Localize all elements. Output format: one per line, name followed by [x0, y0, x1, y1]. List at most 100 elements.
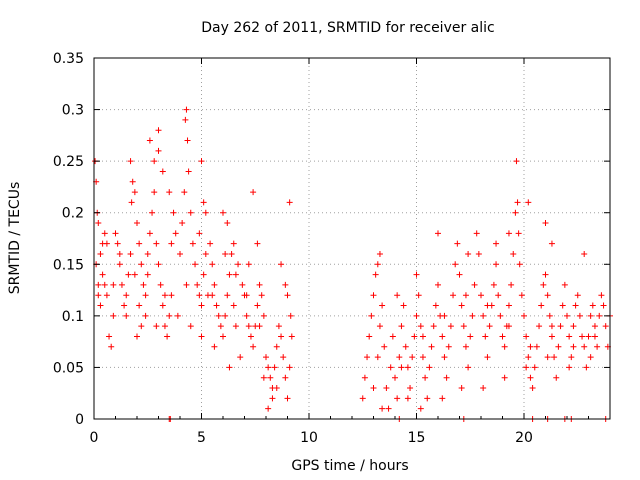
data-point	[136, 240, 143, 247]
data-point	[224, 220, 231, 227]
y-axis-label: SRMTID / TECUs	[7, 182, 23, 295]
data-point	[557, 323, 564, 330]
data-point	[398, 364, 405, 371]
data-point	[170, 209, 177, 216]
x-tick-label: 5	[197, 430, 206, 446]
data-point	[125, 271, 132, 278]
data-point	[456, 271, 463, 278]
data-point	[194, 281, 201, 288]
data-point	[525, 199, 532, 206]
data-point	[95, 281, 102, 288]
data-point	[512, 209, 519, 216]
data-point	[155, 261, 162, 268]
data-point	[598, 292, 605, 299]
data-point	[230, 302, 237, 309]
data-point	[518, 292, 525, 299]
data-point	[243, 312, 250, 319]
data-point	[553, 374, 560, 381]
data-point	[198, 302, 205, 309]
data-point	[505, 302, 512, 309]
data-point	[495, 292, 502, 299]
data-point	[581, 250, 588, 257]
x-tick-label: 20	[515, 430, 533, 446]
data-point	[271, 364, 278, 371]
plot-frame	[93, 57, 611, 420]
data-point	[183, 106, 190, 113]
data-point	[471, 281, 478, 288]
data-point	[116, 250, 123, 257]
data-point	[260, 374, 267, 381]
data-point	[222, 312, 229, 319]
data-point	[121, 302, 128, 309]
y-tick-label: 0.2	[62, 206, 84, 222]
data-point	[151, 189, 158, 196]
data-point	[490, 281, 497, 288]
y-tick-label: 0.35	[53, 51, 84, 67]
data-point	[555, 343, 562, 350]
data-point	[284, 292, 291, 299]
data-point	[460, 323, 467, 330]
data-point	[187, 209, 194, 216]
data-point	[374, 261, 381, 268]
data-point	[441, 354, 448, 361]
data-point	[273, 385, 280, 392]
data-point	[486, 323, 493, 330]
data-point	[166, 189, 173, 196]
data-point	[407, 385, 414, 392]
data-point	[278, 333, 285, 340]
data-point	[146, 137, 153, 144]
y-tick-label: 0.25	[53, 154, 84, 170]
data-point	[217, 323, 224, 330]
data-point	[432, 302, 439, 309]
data-point	[480, 312, 487, 319]
data-point	[454, 240, 461, 247]
data-point	[450, 292, 457, 299]
data-point	[396, 354, 403, 361]
data-point	[136, 302, 143, 309]
data-point	[144, 250, 151, 257]
data-point	[198, 158, 205, 165]
data-point	[501, 343, 508, 350]
data-point	[157, 281, 164, 288]
data-point	[366, 333, 373, 340]
data-point	[452, 261, 459, 268]
data-point	[127, 250, 134, 257]
data-point	[435, 230, 441, 237]
data-point	[533, 343, 540, 350]
data-point	[404, 364, 411, 371]
data-point	[544, 354, 551, 361]
data-point	[256, 323, 263, 330]
data-point	[424, 395, 431, 402]
data-point	[499, 333, 506, 340]
data-point	[95, 220, 102, 227]
x-tick-label: 10	[300, 430, 318, 446]
data-point	[428, 343, 435, 350]
data-point	[570, 343, 577, 350]
data-point	[275, 323, 282, 330]
data-point	[232, 323, 239, 330]
data-point	[531, 364, 538, 371]
data-point	[224, 292, 231, 299]
data-point	[458, 385, 465, 392]
data-point	[103, 292, 110, 299]
data-point	[196, 230, 203, 237]
data-point	[187, 323, 194, 330]
data-point	[409, 354, 416, 361]
data-point	[381, 343, 388, 350]
data-point	[361, 374, 368, 381]
data-point	[144, 271, 151, 278]
data-point	[596, 312, 603, 319]
data-point	[207, 240, 214, 247]
data-point	[161, 292, 168, 299]
x-tick-labels: 0 5 10 15 20	[90, 430, 533, 446]
data-point	[183, 281, 190, 288]
data-point	[101, 281, 108, 288]
data-point	[398, 323, 405, 330]
data-point	[189, 240, 196, 247]
data-point	[548, 333, 555, 340]
data-point	[99, 271, 106, 278]
data-point	[574, 292, 581, 299]
data-point	[129, 178, 136, 185]
data-point	[267, 374, 274, 381]
data-point	[161, 323, 168, 330]
